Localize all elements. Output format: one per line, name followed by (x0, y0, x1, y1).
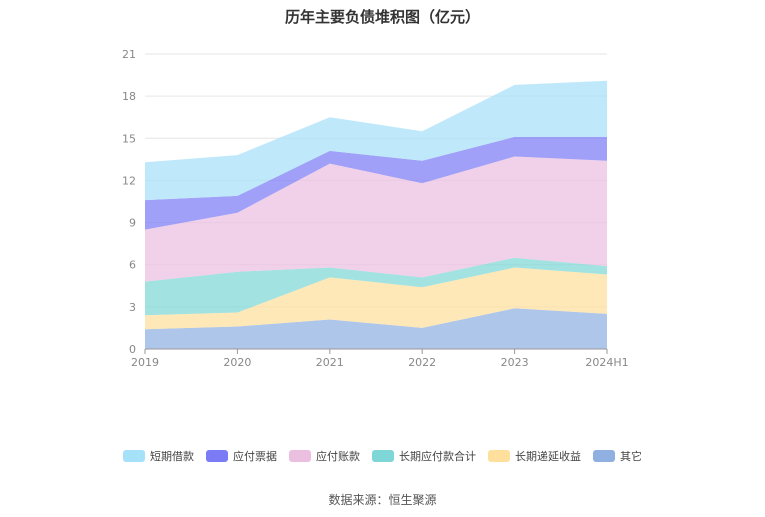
y-tick-label: 18 (122, 90, 136, 103)
data-source: 数据来源：恒生聚源 (328, 493, 437, 507)
y-tick-label: 12 (122, 174, 136, 187)
chart-legend: 短期借款 应付票据 应付账款 长期应付款合计 长期递延收益 其它 (0, 448, 765, 464)
legend-label: 短期借款 (150, 450, 194, 463)
y-tick-label: 15 (122, 132, 136, 145)
x-tick-label: 2023 (501, 356, 529, 369)
legend-item[interactable]: 长期递延收益 (488, 448, 581, 464)
area-series-5 (145, 80, 607, 201)
y-tick-label: 9 (129, 217, 136, 230)
legend-swatch (372, 450, 394, 462)
legend-item[interactable]: 长期应付款合计 (372, 448, 476, 464)
area-series-2 (145, 257, 607, 316)
legend-swatch (206, 450, 228, 462)
y-tick-label: 0 (129, 343, 136, 356)
legend-label: 应付票据 (233, 450, 277, 463)
area-series-1 (145, 267, 607, 330)
legend-label: 长期应付款合计 (399, 450, 476, 463)
x-tick-label: 2019 (131, 356, 159, 369)
legend-label: 其它 (620, 450, 642, 463)
chart-title: 历年主要负债堆积图（亿元） (284, 8, 480, 26)
area-layer (145, 80, 607, 349)
y-tick-label: 3 (129, 301, 136, 314)
legend-label: 长期递延收益 (515, 450, 581, 463)
x-tick-label: 2024H1 (585, 356, 628, 369)
legend-swatch (123, 450, 145, 462)
x-tick-label: 2020 (223, 356, 251, 369)
area-series-3 (145, 156, 607, 282)
legend-item[interactable]: 应付票据 (206, 448, 277, 464)
x-tick-label: 2021 (316, 356, 344, 369)
legend-label: 应付账款 (316, 450, 360, 463)
legend-swatch (289, 450, 311, 462)
legend-item[interactable]: 应付账款 (289, 448, 360, 464)
axis-layer: 0 3 6 9 12 15 18 21 2019 2020 2021 2022 2023 2024H1 (122, 48, 629, 369)
area-series-4 (145, 136, 607, 230)
legend-item[interactable]: 短期借款 (123, 448, 194, 464)
legend-item[interactable]: 其它 (593, 448, 642, 464)
y-tick-label: 21 (122, 48, 136, 61)
legend-swatch (593, 450, 615, 462)
legend-swatch (488, 450, 510, 462)
y-tick-label: 6 (129, 259, 136, 272)
x-tick-label: 2022 (408, 356, 436, 369)
area-series-0 (145, 308, 607, 349)
